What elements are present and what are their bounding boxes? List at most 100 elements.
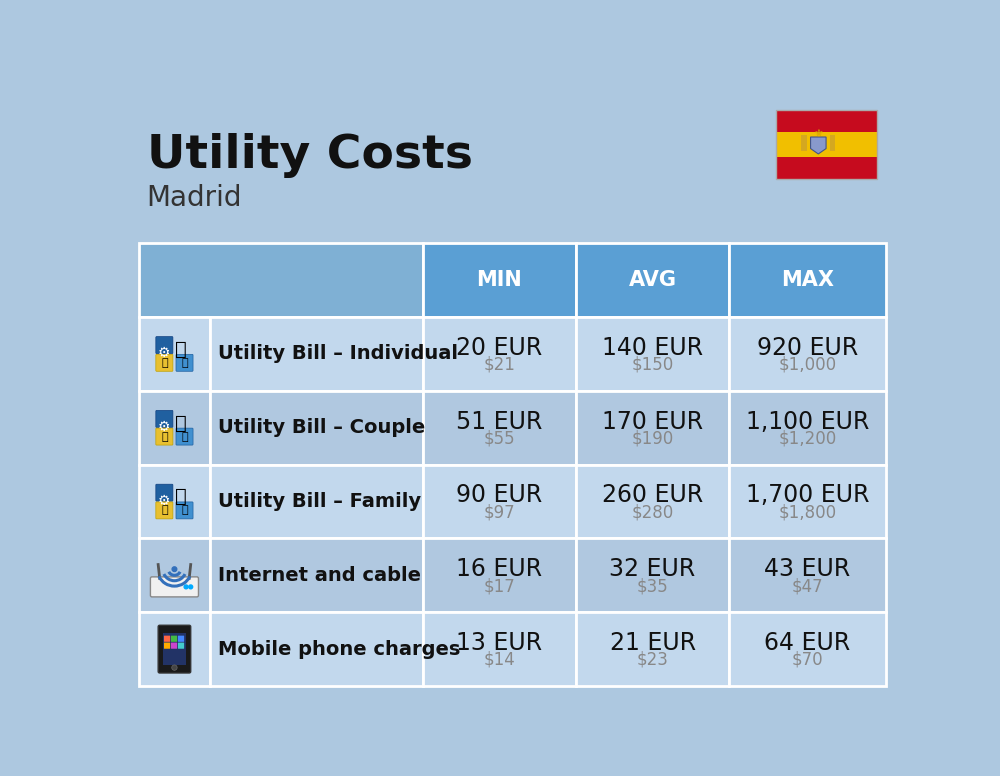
Text: $150: $150: [631, 355, 674, 374]
Text: $21: $21: [483, 355, 515, 374]
Text: 🔧: 🔧: [181, 431, 188, 442]
Bar: [729, 539, 886, 612]
FancyBboxPatch shape: [164, 643, 170, 649]
FancyBboxPatch shape: [156, 411, 173, 428]
Polygon shape: [811, 137, 826, 154]
Bar: [210, 612, 423, 686]
Text: 🔌: 🔌: [161, 505, 168, 515]
Bar: [423, 391, 576, 465]
Text: MAX: MAX: [781, 270, 834, 290]
Text: 🧑: 🧑: [175, 340, 187, 359]
Bar: [163, 633, 186, 665]
FancyBboxPatch shape: [171, 643, 177, 649]
Text: 43 EUR: 43 EUR: [764, 557, 851, 581]
Text: $280: $280: [631, 504, 674, 521]
Bar: [210, 391, 423, 465]
Bar: [729, 465, 886, 539]
Text: $97: $97: [484, 504, 515, 521]
Text: $35: $35: [637, 577, 668, 595]
Text: Utility Bill – Couple: Utility Bill – Couple: [218, 418, 425, 437]
Bar: [423, 317, 576, 391]
Circle shape: [184, 585, 188, 589]
Bar: [139, 317, 210, 391]
FancyBboxPatch shape: [158, 625, 191, 673]
Bar: [423, 612, 576, 686]
Bar: [729, 391, 886, 465]
Text: 1,100 EUR: 1,100 EUR: [746, 410, 869, 434]
FancyBboxPatch shape: [171, 636, 177, 642]
FancyBboxPatch shape: [156, 428, 173, 445]
Text: ⚙: ⚙: [158, 420, 171, 434]
Text: Mobile phone charges: Mobile phone charges: [218, 639, 460, 659]
Text: Utility Bill – Individual: Utility Bill – Individual: [218, 345, 458, 363]
Bar: [139, 465, 210, 539]
Text: 90 EUR: 90 EUR: [456, 483, 543, 508]
Bar: [576, 391, 729, 465]
Text: 20 EUR: 20 EUR: [456, 336, 543, 360]
Text: 16 EUR: 16 EUR: [456, 557, 542, 581]
Text: Utility Bill – Family: Utility Bill – Family: [218, 492, 421, 511]
Text: 🔧: 🔧: [181, 505, 188, 515]
Bar: [210, 465, 423, 539]
Bar: [139, 243, 423, 317]
Text: 🔌: 🔌: [161, 358, 168, 368]
Circle shape: [189, 585, 193, 589]
Text: MIN: MIN: [477, 270, 522, 290]
Text: $47: $47: [792, 577, 823, 595]
Text: $1,800: $1,800: [779, 504, 837, 521]
FancyBboxPatch shape: [150, 577, 198, 597]
Text: 260 EUR: 260 EUR: [602, 483, 703, 508]
FancyBboxPatch shape: [156, 337, 173, 354]
Text: $55: $55: [484, 430, 515, 448]
Bar: [423, 243, 576, 317]
Text: 🔧: 🔧: [181, 358, 188, 368]
Text: Internet and cable: Internet and cable: [218, 566, 421, 585]
Text: ⚙: ⚙: [158, 494, 171, 508]
FancyBboxPatch shape: [178, 643, 184, 649]
Text: 13 EUR: 13 EUR: [456, 631, 542, 655]
Bar: [210, 317, 423, 391]
Bar: [801, 136, 807, 151]
Bar: [423, 465, 576, 539]
Bar: [423, 539, 576, 612]
Text: 1,700 EUR: 1,700 EUR: [746, 483, 869, 508]
Text: 🧑: 🧑: [175, 487, 187, 507]
Text: 🧑: 🧑: [175, 414, 187, 433]
Text: 32 EUR: 32 EUR: [609, 557, 696, 581]
Text: $1,000: $1,000: [779, 355, 837, 374]
Text: Madrid: Madrid: [147, 184, 242, 212]
Bar: [139, 539, 210, 612]
Text: $190: $190: [631, 430, 674, 448]
FancyBboxPatch shape: [178, 636, 184, 642]
Text: $23: $23: [637, 651, 669, 669]
Bar: [776, 132, 877, 158]
Text: ⚙: ⚙: [158, 346, 171, 360]
Text: $70: $70: [792, 651, 823, 669]
Circle shape: [172, 665, 177, 670]
Bar: [576, 612, 729, 686]
Bar: [830, 136, 835, 151]
Bar: [139, 391, 210, 465]
Bar: [576, 465, 729, 539]
Text: 140 EUR: 140 EUR: [602, 336, 703, 360]
Bar: [576, 317, 729, 391]
Text: $1,200: $1,200: [778, 430, 837, 448]
Bar: [776, 110, 877, 132]
FancyBboxPatch shape: [156, 484, 173, 501]
Bar: [776, 110, 877, 179]
Circle shape: [172, 566, 177, 571]
Text: 🔌: 🔌: [161, 431, 168, 442]
Text: Utility Costs: Utility Costs: [147, 133, 473, 178]
Text: 170 EUR: 170 EUR: [602, 410, 703, 434]
Bar: [576, 243, 729, 317]
Text: 21 EUR: 21 EUR: [610, 631, 696, 655]
FancyBboxPatch shape: [164, 636, 170, 642]
Text: $17: $17: [484, 577, 515, 595]
FancyBboxPatch shape: [176, 502, 193, 519]
Text: 51 EUR: 51 EUR: [456, 410, 543, 434]
FancyBboxPatch shape: [156, 355, 173, 371]
Bar: [139, 612, 210, 686]
Bar: [210, 539, 423, 612]
Bar: [729, 317, 886, 391]
Bar: [576, 539, 729, 612]
